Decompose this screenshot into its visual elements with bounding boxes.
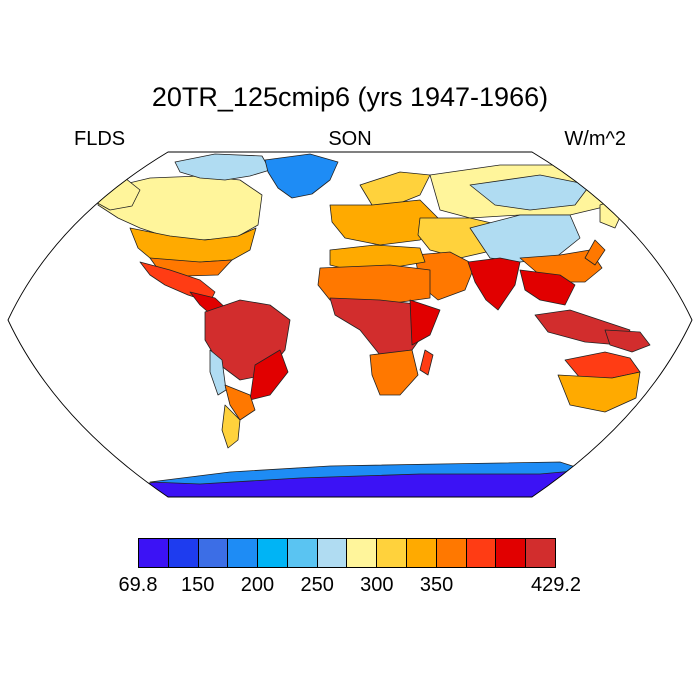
plot-title: 20TR_125cmip6 (yrs 1947-1966) (151, 82, 549, 112)
colorbar-cell (139, 539, 169, 567)
region-southern-africa (369, 349, 419, 396)
colorbar (138, 538, 556, 568)
globe-outline (7, 151, 693, 498)
region-patagonia (221, 404, 241, 449)
colorbar-cell (436, 539, 467, 567)
colorbar-tick-label: 429.2 (530, 574, 582, 596)
colorbar-tick-label: 250 (300, 574, 334, 596)
region-andes (209, 349, 227, 396)
region-madagascar (419, 349, 434, 376)
region-brazil-east (249, 349, 289, 401)
region-australia-south (557, 371, 641, 413)
region-europe (329, 199, 441, 246)
region-usa (129, 227, 257, 265)
region-new-zealand (637, 399, 666, 426)
colorbar-tick-label: 200 (240, 574, 275, 596)
region-japan (584, 239, 606, 266)
region-north-africa (329, 244, 426, 271)
units-label: W/m^2 (564, 128, 626, 150)
region-east-africa (409, 299, 441, 346)
colorbar-cell (317, 539, 348, 567)
colorbar-cell (287, 539, 318, 567)
colorbar-cell (198, 539, 229, 567)
colorbar-tick-label: 150 (181, 574, 215, 596)
colorbar-tick-label: 69.8 (118, 574, 158, 596)
colorbar-cell (466, 539, 497, 567)
colorbar-cell (258, 539, 288, 567)
colorbar-cell (526, 539, 555, 567)
colorbar-tick-label: 300 (360, 574, 394, 596)
colorbar-cell (377, 539, 408, 567)
colorbar-cell (168, 539, 199, 567)
season-label: SON (328, 128, 372, 150)
colorbar-cell (347, 539, 378, 567)
region-south-cone (224, 384, 256, 421)
region-new-guinea (604, 329, 651, 353)
region-southeast-asia (519, 269, 576, 306)
colorbar-cell (496, 539, 527, 567)
colorbar-cell (228, 539, 259, 567)
region-kamchatka (599, 194, 631, 229)
region-india (467, 257, 521, 311)
region-canadian-arctic (174, 153, 271, 181)
colorbar-cell (407, 539, 437, 567)
colorbar-tick-label: 350 (419, 574, 454, 596)
region-sahara (317, 264, 431, 306)
region-siberia-north (469, 174, 591, 211)
variable-label: FLDS (74, 128, 126, 150)
region-greenland (264, 153, 339, 199)
